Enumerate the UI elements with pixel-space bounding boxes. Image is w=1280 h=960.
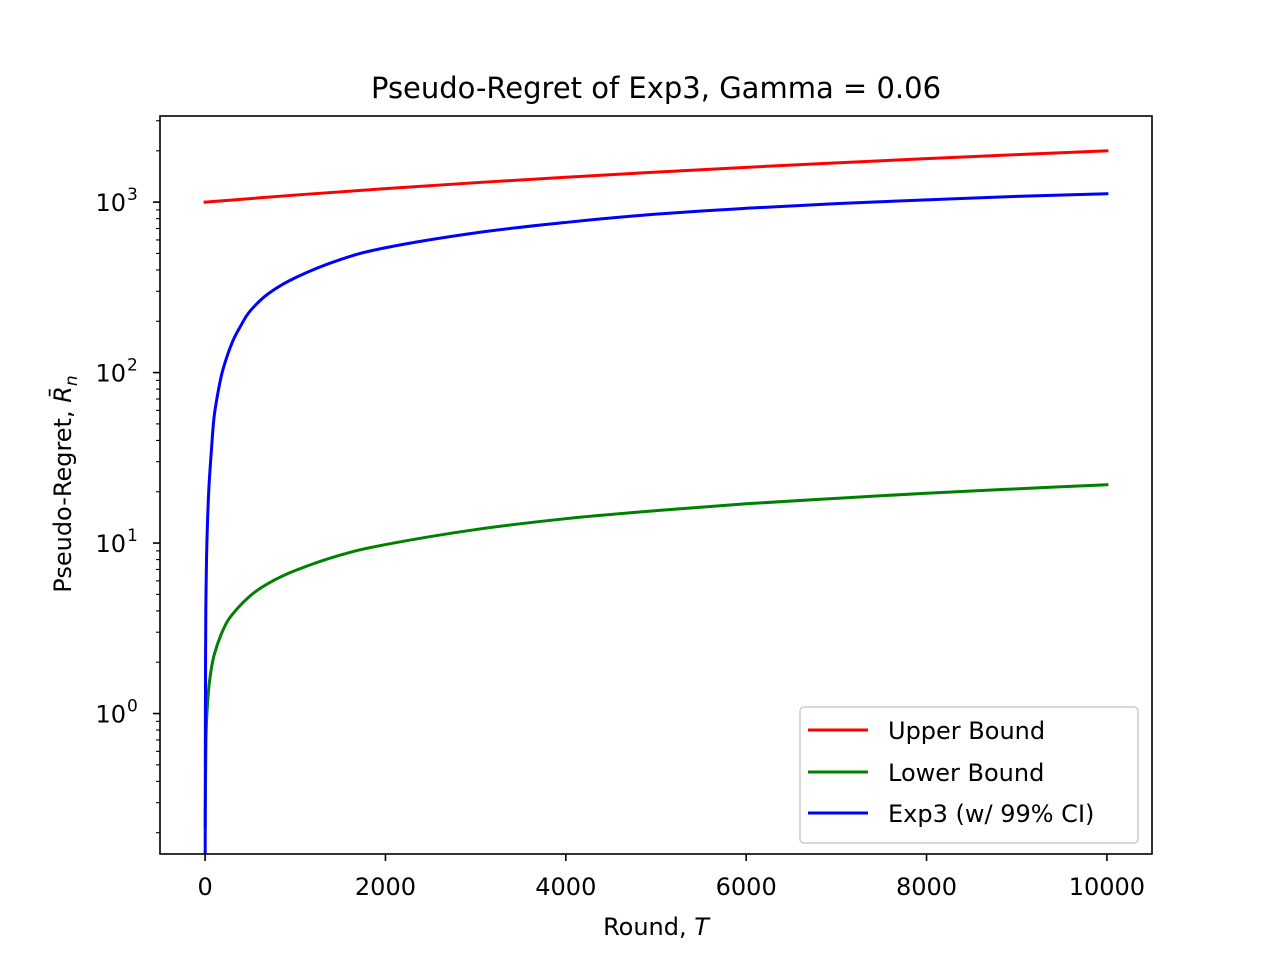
y-tick-label-exponent: 3 [127, 185, 138, 205]
x-axis-label: Round, T [603, 913, 711, 941]
x-tick-label: 8000 [896, 873, 957, 901]
series-line-lower-bound [203, 483, 1109, 828]
y-axis-label: Pseudo-Regret, R̄n [48, 375, 82, 592]
y-tick-label: 10 [95, 701, 126, 729]
plot-frame [159, 115, 1153, 855]
legend-label-upper-bound: Upper Bound [888, 717, 1045, 745]
y-tick-label: 10 [95, 360, 126, 388]
series-lines [203, 149, 1109, 854]
x-tick-label: 10000 [1069, 873, 1145, 901]
x-tick-label: 6000 [716, 873, 777, 901]
x-tick-label: 4000 [535, 873, 596, 901]
y-tick-label: 10 [95, 189, 126, 217]
legend: Upper Bound Lower Bound Exp3 (w/ 99% CI) [799, 706, 1139, 844]
y-tick-label: 10 [95, 530, 126, 558]
y-tick-label-exponent: 1 [127, 526, 138, 546]
y-tick-label-exponent: 0 [127, 697, 138, 717]
plot-area [203, 149, 1109, 854]
x-tick-label: 2000 [355, 873, 416, 901]
y-tick-label-exponent: 2 [127, 356, 138, 376]
x-tick-label: 0 [197, 873, 212, 901]
series-line-upper-bound [203, 149, 1109, 204]
series-line-exp3 [203, 192, 1109, 854]
legend-frame [799, 706, 1139, 844]
chart-title: Pseudo-Regret of Exp3, Gamma = 0.06 [371, 71, 941, 105]
legend-label-lower-bound: Lower Bound [888, 759, 1044, 787]
legend-label-exp3: Exp3 (w/ 99% CI) [888, 800, 1094, 828]
